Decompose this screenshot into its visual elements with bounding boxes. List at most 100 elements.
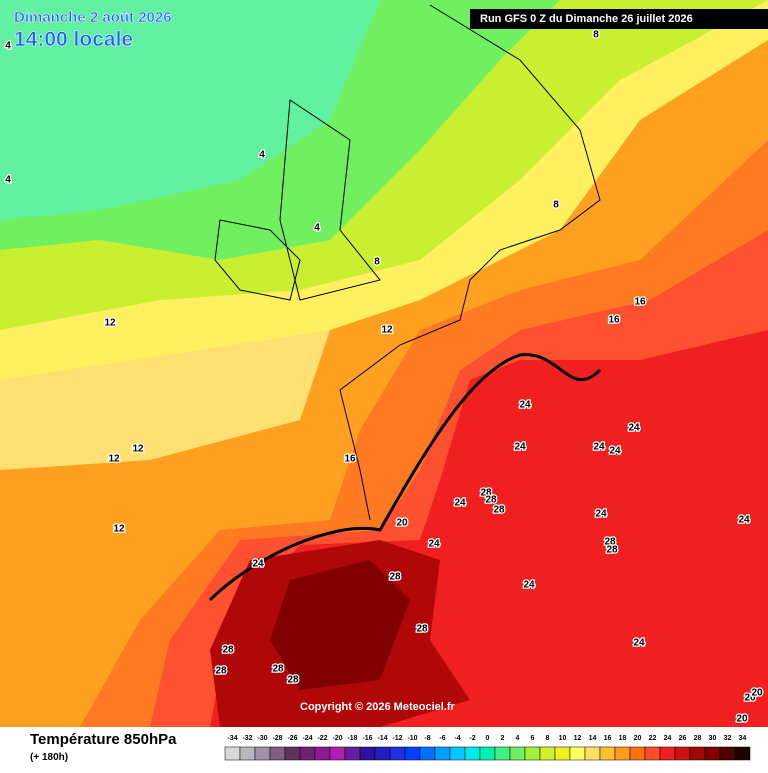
scale-label: 4 <box>516 735 520 742</box>
contour-label: 8 <box>593 30 599 41</box>
scale-label: -30 <box>257 735 267 742</box>
contour-label: 24 <box>595 509 607 520</box>
scale-swatch <box>389 746 406 761</box>
color-scale: -34 -32 -30 -28 -26 -24 -22 -20 -18 -16 -14 -12 -10-… <box>224 735 751 761</box>
contour-label: 28 <box>222 645 234 656</box>
contour-label: 12 <box>132 444 144 455</box>
run-info: Run GFS 0 Z du Dimanche 26 juillet 2026 <box>480 13 693 25</box>
scale-swatch <box>374 746 391 761</box>
scale-swatch <box>344 746 361 761</box>
contour-label: 12 <box>104 318 116 329</box>
contour-label: 24 <box>454 498 466 509</box>
contour-label: 12 <box>108 454 120 465</box>
scale-label: 14 <box>589 735 597 742</box>
contour-label: 28 <box>604 537 616 548</box>
scale-label: 12 <box>574 735 582 742</box>
contour-label: 16 <box>608 315 620 326</box>
scale-label: -28 <box>272 735 282 742</box>
scale-label: 0 <box>486 735 490 742</box>
scale-swatch <box>659 746 676 761</box>
scale-swatch <box>644 746 661 761</box>
scale-label: 24 <box>664 735 672 742</box>
contour-label: 4 <box>259 150 265 161</box>
scale-label: 8 <box>546 735 550 742</box>
scale-label: 34 <box>739 735 747 742</box>
legend-title: Température 850hPa <box>30 731 177 748</box>
scale-label: -8 <box>424 735 430 742</box>
map-time: 14:00 locale <box>14 28 133 51</box>
contour-label: 4 <box>314 223 320 234</box>
scale-swatch <box>449 746 466 761</box>
scale-swatch <box>419 746 436 761</box>
contour-label: 24 <box>519 400 531 411</box>
contour-label: 16 <box>634 297 646 308</box>
scale-label: 28 <box>694 735 702 742</box>
contour-label: 28 <box>416 624 428 635</box>
scale-label: 32 <box>724 735 732 742</box>
contour-label: 8 <box>374 257 380 268</box>
contour-label: 20 <box>751 688 763 699</box>
contour-label: 4 <box>5 41 11 52</box>
scale-label: -10 <box>407 735 417 742</box>
contour-label: 24 <box>609 446 621 457</box>
scale-label: 10 <box>559 735 567 742</box>
contour-label: 28 <box>389 572 401 583</box>
scale-swatch <box>614 746 631 761</box>
scale-swatch <box>329 746 346 761</box>
scale-swatch <box>524 746 541 761</box>
contour-label: 28 <box>493 505 505 516</box>
scale-swatch <box>554 746 571 761</box>
scale-swatch <box>719 746 736 761</box>
scale-label: -16 <box>362 735 372 742</box>
scale-swatch <box>314 746 331 761</box>
contour-label: 20 <box>396 518 408 529</box>
run-box <box>470 9 768 29</box>
scale-swatch <box>404 746 421 761</box>
scale-label: -26 <box>287 735 297 742</box>
scale-label: 26 <box>679 735 687 742</box>
scale-swatch <box>284 746 301 761</box>
contour-label: 20 <box>736 714 748 725</box>
map-field <box>0 0 768 727</box>
scale-label: -14 <box>377 735 387 742</box>
contour-label: 24 <box>628 423 640 434</box>
contour-label: 28 <box>272 664 284 675</box>
scale-label: 18 <box>619 735 627 742</box>
scale-swatch <box>254 746 271 761</box>
copyright: Copyright © 2026 Meteociel.fr <box>300 701 456 713</box>
scale-swatch <box>539 746 556 761</box>
scale-label: 16 <box>604 735 612 742</box>
scale-swatch <box>509 746 526 761</box>
contour-label: 24 <box>633 638 645 649</box>
scale-swatch <box>629 746 646 761</box>
contour-label: 4 <box>5 175 11 186</box>
contour-label: 24 <box>523 580 535 591</box>
scale-label: -20 <box>332 735 342 742</box>
scale-label: 20 <box>634 735 642 742</box>
contour-labels: 4 4 4 4 8 8 8 12 12 12 12 12 16 16 16 20 24 24 24 24 24 24 24 2… <box>4 28 764 726</box>
scale-swatch <box>434 746 451 761</box>
scale-swatch <box>479 746 496 761</box>
scale-label: -4 <box>454 735 460 742</box>
contour-label: 20 <box>744 693 756 704</box>
scale-label: -34 <box>227 735 237 742</box>
scale-label: -24 <box>302 735 312 742</box>
scale-swatch <box>269 746 286 761</box>
scale-label: 2 <box>501 735 505 742</box>
scale-label: -6 <box>439 735 445 742</box>
contour-label: 24 <box>252 559 264 570</box>
scale-swatch <box>674 746 691 761</box>
scale-label: 22 <box>649 735 657 742</box>
scale-swatch <box>599 746 616 761</box>
contour-label: 8 <box>553 200 559 211</box>
contour-label: 28 <box>480 488 492 499</box>
scale-label: -2 <box>469 735 475 742</box>
contour-label: 24 <box>738 515 750 526</box>
scale-label: -18 <box>347 735 357 742</box>
contour-label: 24 <box>593 442 605 453</box>
contour-label: 28 <box>485 495 497 506</box>
scale-swatch <box>689 746 706 761</box>
scale-label: -22 <box>317 735 327 742</box>
scale-swatch <box>224 746 241 761</box>
